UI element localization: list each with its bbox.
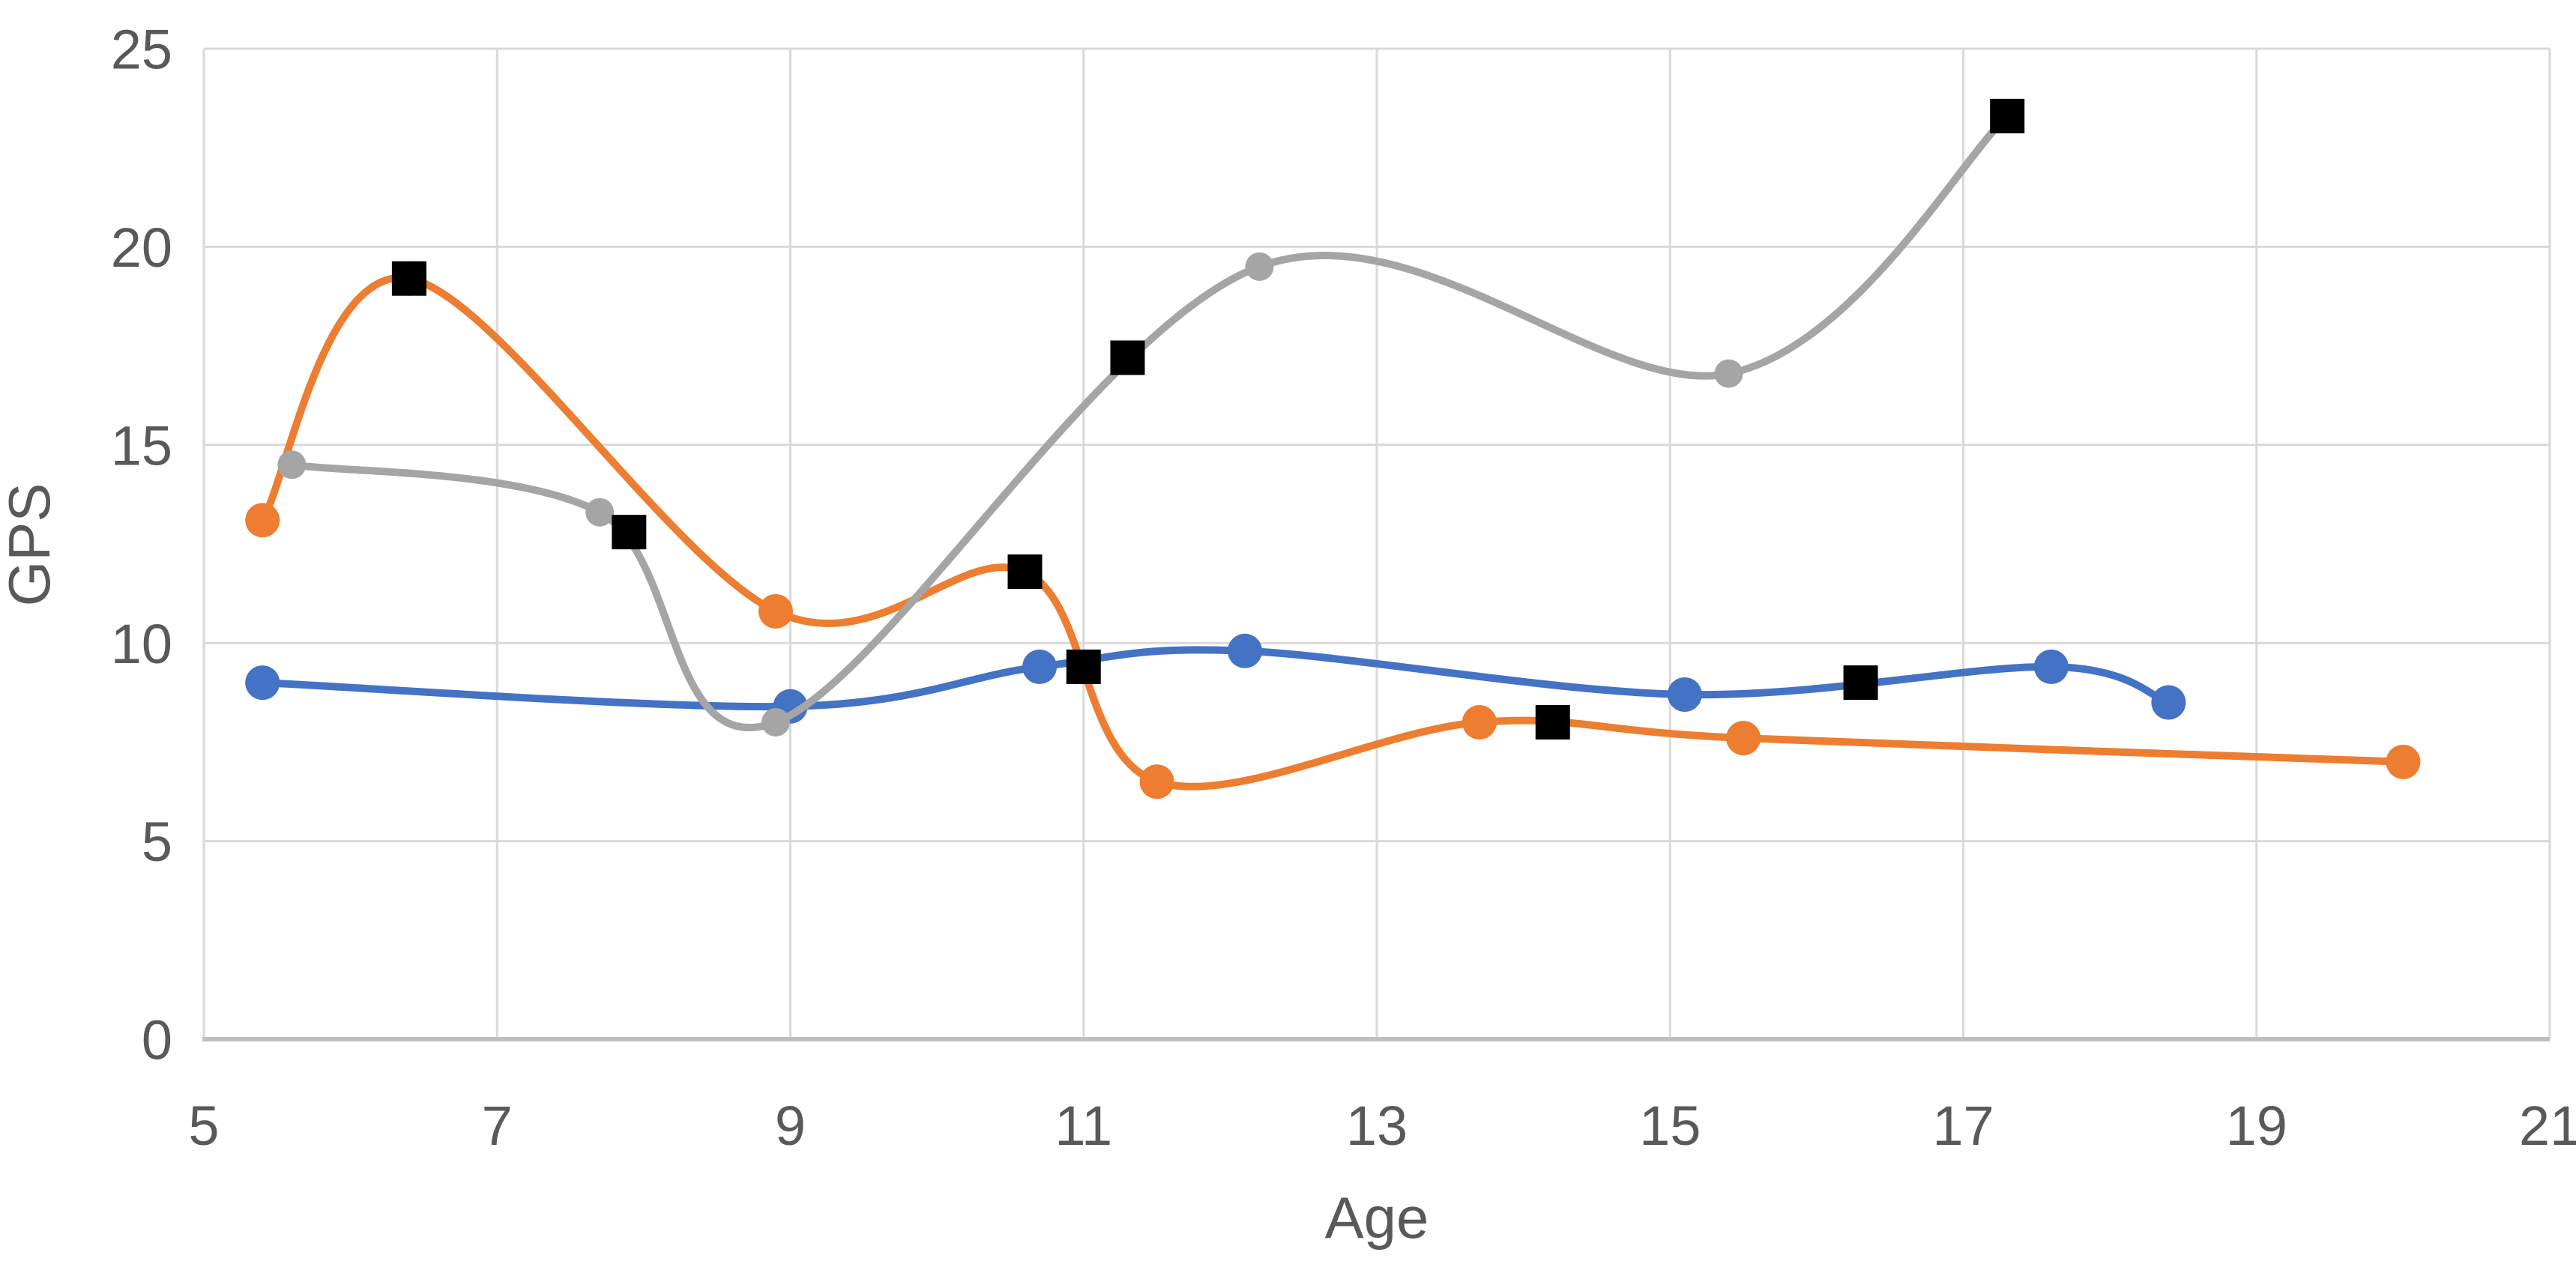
y-tick-label: 15 (111, 414, 172, 477)
orange-series-point (1726, 721, 1761, 756)
blue-series (245, 633, 2186, 724)
blue-series-point (245, 665, 280, 701)
black-square-series-point (1843, 665, 1878, 701)
black-square-series (391, 98, 2025, 740)
gray-series-point (1714, 359, 1743, 388)
orange-series-point (2386, 744, 2421, 779)
blue-series-point (2033, 649, 2069, 684)
x-tick-label: 13 (1346, 1095, 1408, 1157)
black-square-series-point (1007, 554, 1043, 590)
blue-series-line (259, 646, 2173, 711)
x-tick-label: 15 (1639, 1095, 1701, 1157)
gray-series-point (585, 498, 615, 527)
black-square-series-point (1990, 98, 2025, 133)
gray-series-point (1245, 252, 1274, 281)
x-tick-label: 11 (1055, 1095, 1112, 1157)
orange-series-point (758, 593, 793, 629)
blue-series-point (1022, 649, 1058, 684)
y-tick-label: 25 (111, 19, 172, 81)
black-square-series-point (612, 515, 647, 550)
x-axis-title: Age (1325, 1185, 1429, 1251)
x-tick-label: 19 (2226, 1095, 2287, 1157)
x-tick-label: 5 (188, 1095, 219, 1157)
blue-series-point (1227, 633, 1262, 668)
gray-series-point (277, 450, 307, 480)
x-tick-label: 7 (482, 1095, 513, 1157)
black-square-series-point (1066, 649, 1101, 684)
y-tick-label: 5 (142, 811, 172, 873)
orange-series-point (245, 503, 280, 538)
y-tick-label: 0 (142, 1009, 172, 1071)
x-tick-label: 9 (775, 1095, 806, 1157)
orange-series-point (1462, 704, 1497, 740)
orange-series-point (1139, 764, 1174, 799)
black-square-series-point (1110, 340, 1145, 375)
blue-series-point (1667, 677, 1702, 712)
black-square-series-point (1535, 704, 1570, 740)
gray-series-point (761, 707, 790, 737)
gridlines (202, 47, 2551, 1041)
gray-series-line (288, 112, 2012, 732)
y-tick-label: 10 (111, 613, 172, 675)
data-series (245, 98, 2421, 799)
x-tick-label: 17 (1932, 1095, 1994, 1157)
blue-series-point (2151, 685, 2186, 720)
y-tick-label: 20 (111, 217, 172, 279)
orange-series (245, 261, 2421, 799)
gray-series (277, 101, 2022, 737)
x-tick-label: 21 (2519, 1095, 2576, 1157)
y-axis-title: GPS (0, 483, 62, 607)
orange-series-line (259, 273, 2407, 790)
black-square-series-point (391, 261, 426, 296)
